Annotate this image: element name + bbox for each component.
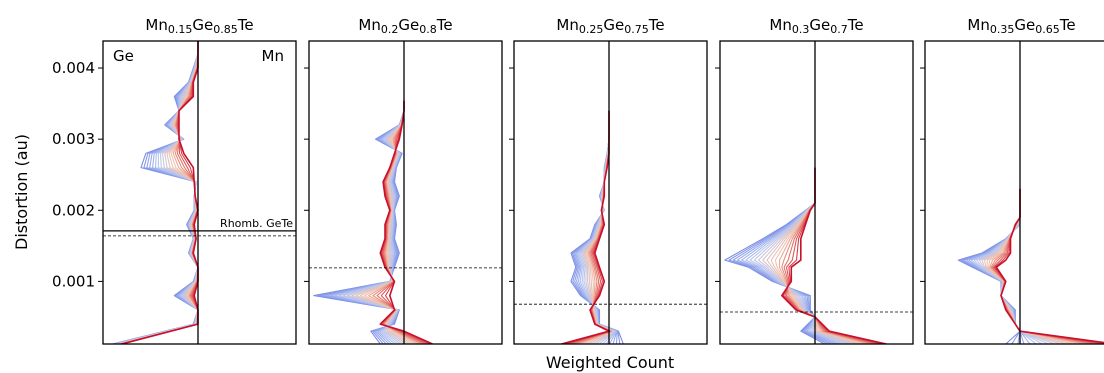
title-text: Mn [358,16,380,34]
title-subscript: 0.25 [579,23,604,36]
title-text: Mn [556,16,578,34]
title-text: Ge [603,16,624,34]
panel-frame [102,40,297,345]
title-text: Ge [192,16,213,34]
title-text: Te [1059,16,1076,34]
title-text: Te [847,16,864,34]
intermediate-distribution-line [986,188,1073,344]
title-text: Mn [769,16,791,34]
title-text: Mn [967,16,989,34]
title-text: Te [237,16,254,34]
y-tick-label: 0.002 [52,201,95,219]
intermediate-distribution-line [990,188,1091,344]
title-subscript: 0.75 [624,23,649,36]
title-text: Te [648,16,665,34]
intermediate-distribution-line [745,167,842,344]
intermediate-distribution-line [994,188,1104,344]
intermediate-distribution-line [784,167,880,344]
y-tick-label: 0.001 [52,272,95,290]
title-text: Te [436,16,453,34]
intermediate-distribution-line [766,167,859,344]
intermediate-distribution-line [783,167,877,344]
final-distribution-line [780,167,887,344]
intermediate-distribution-line [770,167,863,344]
title-text: Ge [1014,16,1035,34]
curves [724,167,887,344]
title-subscript: 0.8 [419,23,437,36]
curves [561,110,624,344]
intermediate-distribution-line [957,188,1021,344]
y-axis-label: Distortion (au) [12,134,31,250]
panel-4: Mn0.35Ge0.65Te [920,16,1104,345]
panel-title: Mn0.3Ge0.7Te [769,16,863,36]
title-subscript: 0.2 [381,23,399,36]
panel-frame [719,40,914,345]
right-side-label: Mn [262,47,284,65]
intermediate-distribution-line [762,167,856,344]
final-distribution-line [379,100,433,344]
y-tick-label: 0.003 [52,130,95,148]
panel-3: Mn0.3Ge0.7Te [715,16,914,345]
panel-frame [513,40,708,345]
final-distribution-line [121,41,199,344]
panel-title: Mn0.2Ge0.8Te [358,16,452,36]
intermediate-distribution-line [987,188,1079,344]
title-subscript: 0.15 [168,23,193,36]
final-distribution-line [995,188,1104,344]
curves [112,41,199,344]
panel-title: Mn0.35Ge0.65Te [967,16,1075,36]
curves [957,188,1104,344]
panel-1: Mn0.2Ge0.8Te [304,16,503,345]
title-subscript: 0.35 [990,23,1015,36]
panel-title: Mn0.15Ge0.85Te [145,16,253,36]
intermediate-distribution-line [782,167,883,344]
title-subscript: 0.85 [213,23,238,36]
y-tick-label: 0.004 [52,59,95,77]
intermediate-distribution-line [989,188,1085,344]
title-text: Mn [145,16,167,34]
title-text: Ge [809,16,830,34]
title-text: Ge [398,16,419,34]
left-side-label: Ge [113,47,134,65]
intermediate-distribution-line [749,167,846,344]
x-axis-label: Weighted Count [546,353,674,372]
panel-2: Mn0.25Ge0.75Te [509,16,708,345]
intermediate-distribution-line [978,188,1055,344]
reference-line-label: Rhomb. GeTe [220,217,293,230]
intermediate-distribution-line [757,167,853,344]
curves [313,100,433,344]
intermediate-distribution-line [993,188,1103,344]
panel-title: Mn0.25Ge0.75Te [556,16,664,36]
title-subscript: 0.7 [830,23,848,36]
intermediate-distribution-line [781,167,873,344]
title-subscript: 0.65 [1035,23,1060,36]
panel-frame [924,40,1104,345]
title-subscript: 0.3 [792,23,810,36]
intermediate-distribution-line [991,188,1097,344]
panel-frame [308,40,503,345]
